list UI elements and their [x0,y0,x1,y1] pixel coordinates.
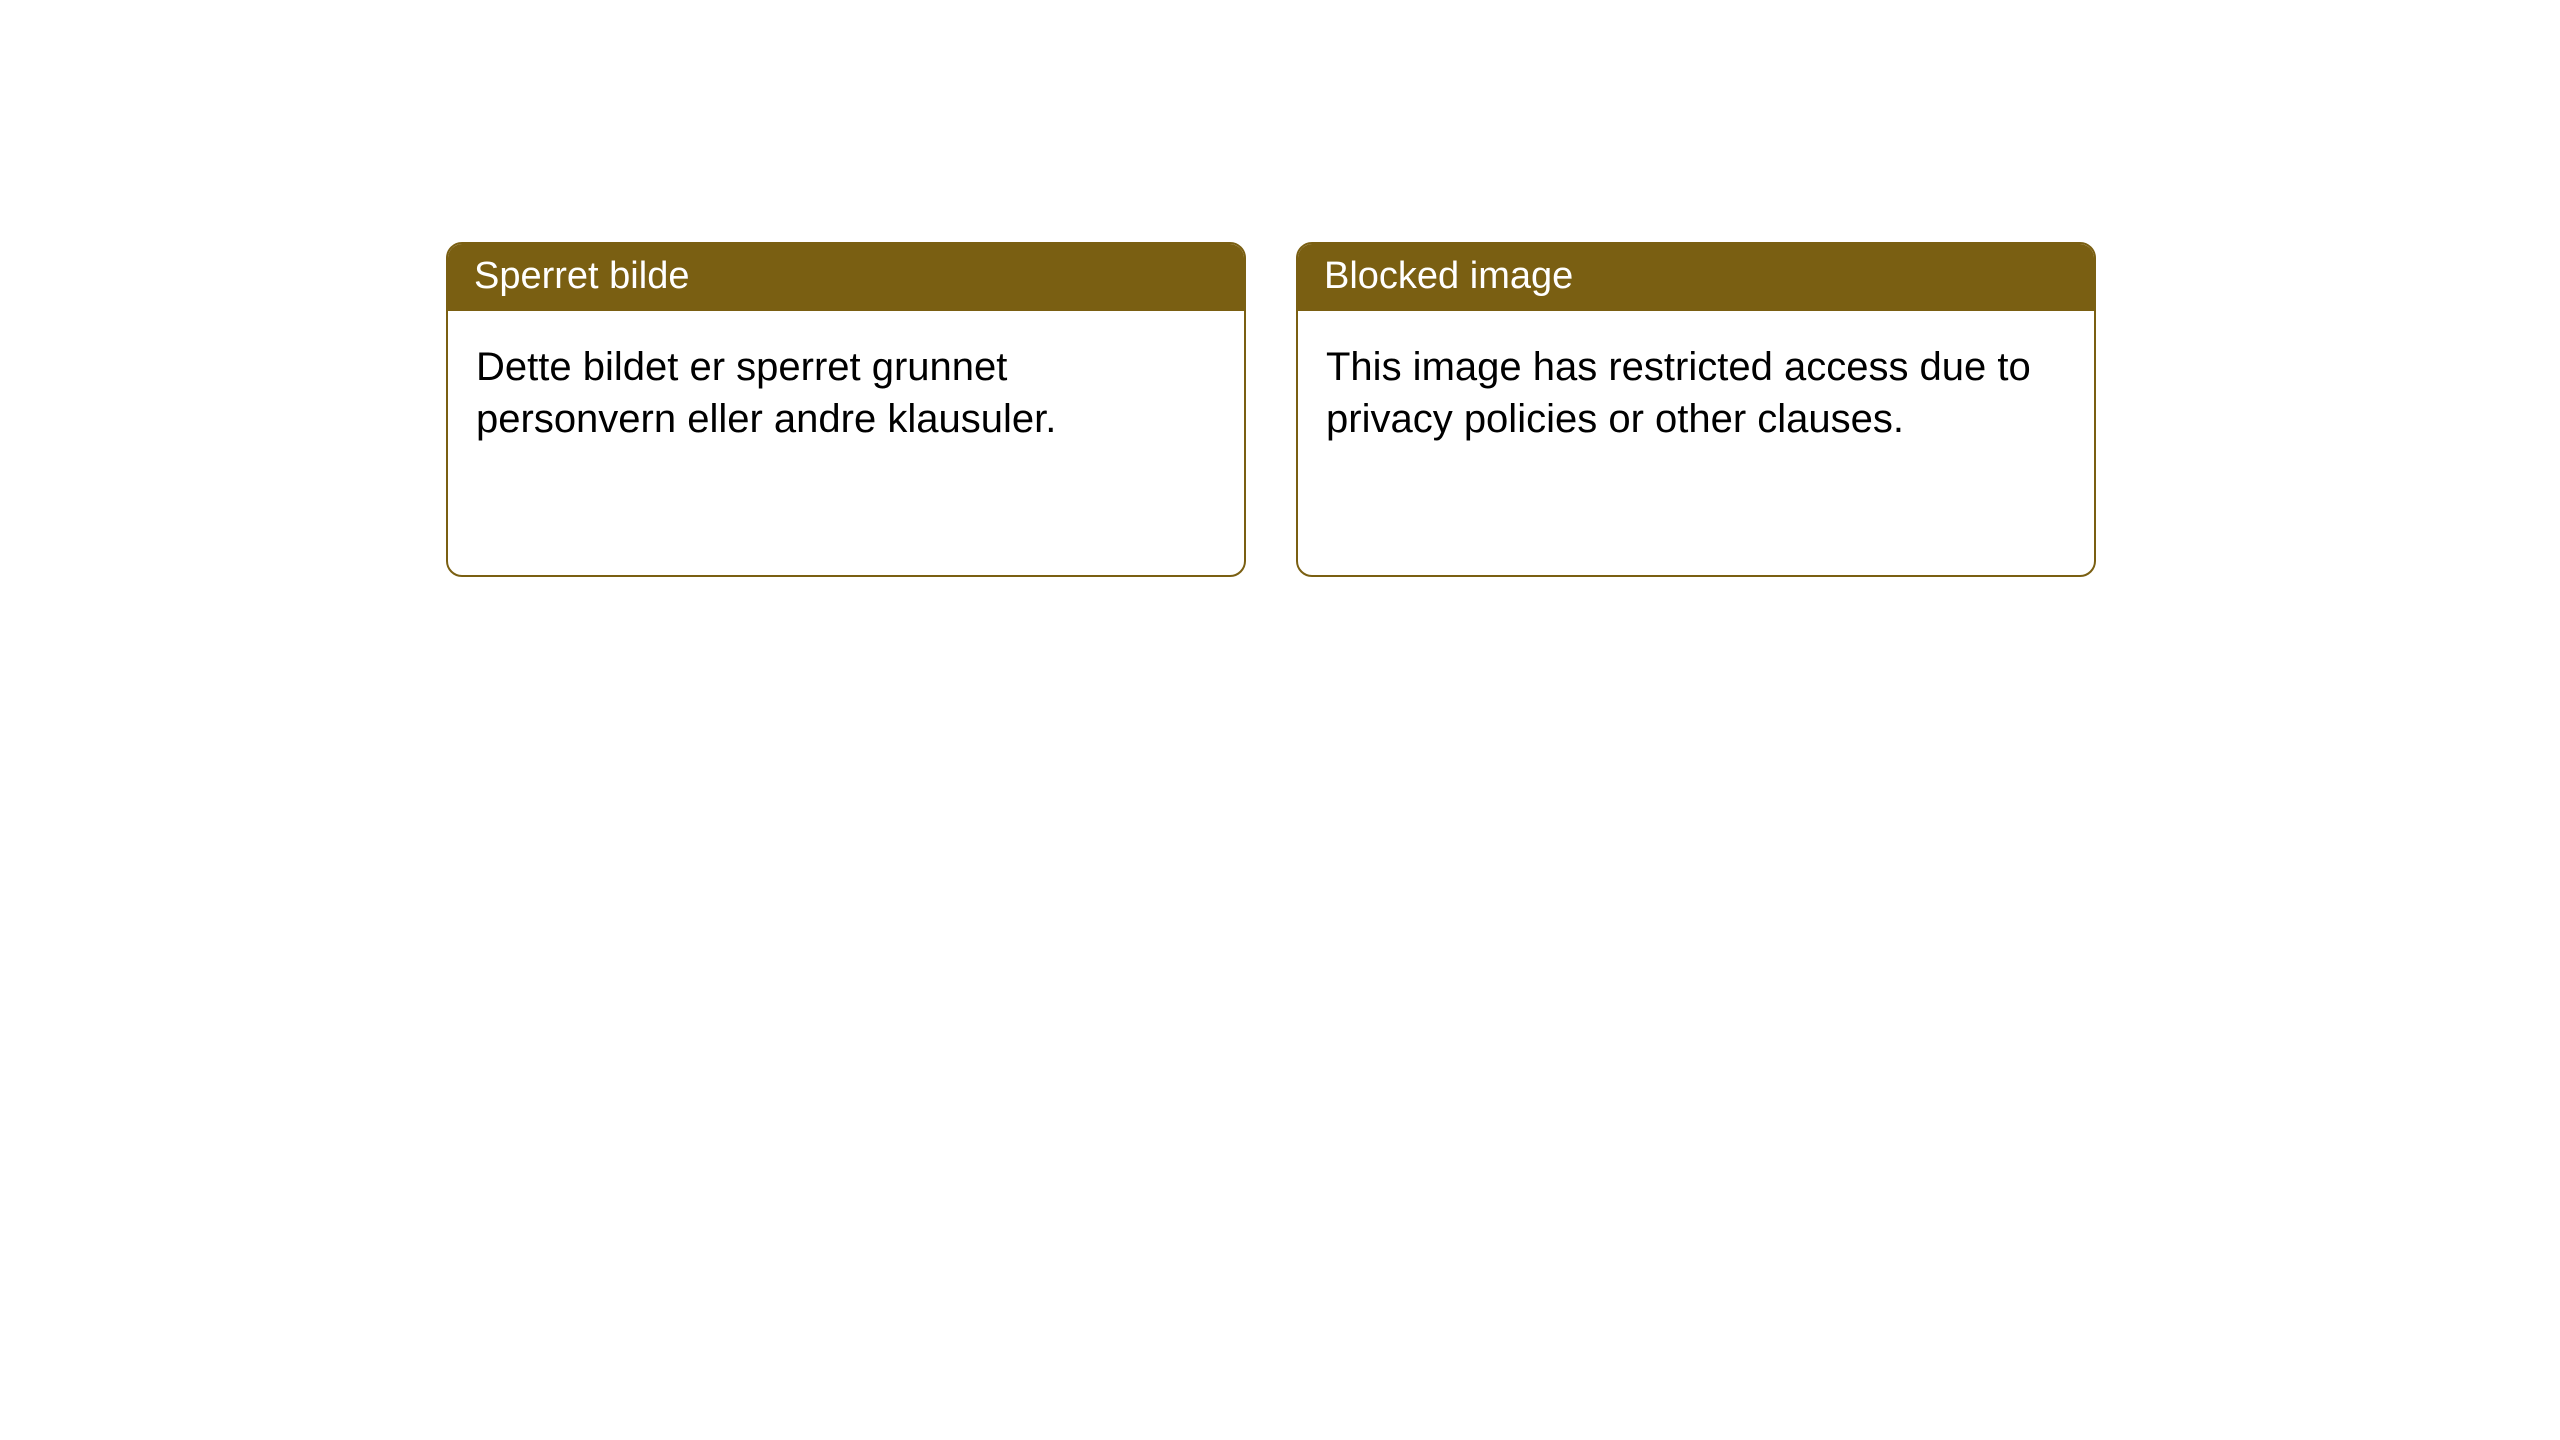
notice-title-norwegian: Sperret bilde [448,244,1244,311]
notice-box-english: Blocked image This image has restricted … [1296,242,2096,577]
notice-title-english: Blocked image [1298,244,2094,311]
notice-body-english: This image has restricted access due to … [1298,311,2094,475]
notice-box-norwegian: Sperret bilde Dette bildet er sperret gr… [446,242,1246,577]
notice-body-norwegian: Dette bildet er sperret grunnet personve… [448,311,1244,475]
notices-container: Sperret bilde Dette bildet er sperret gr… [0,0,2560,577]
